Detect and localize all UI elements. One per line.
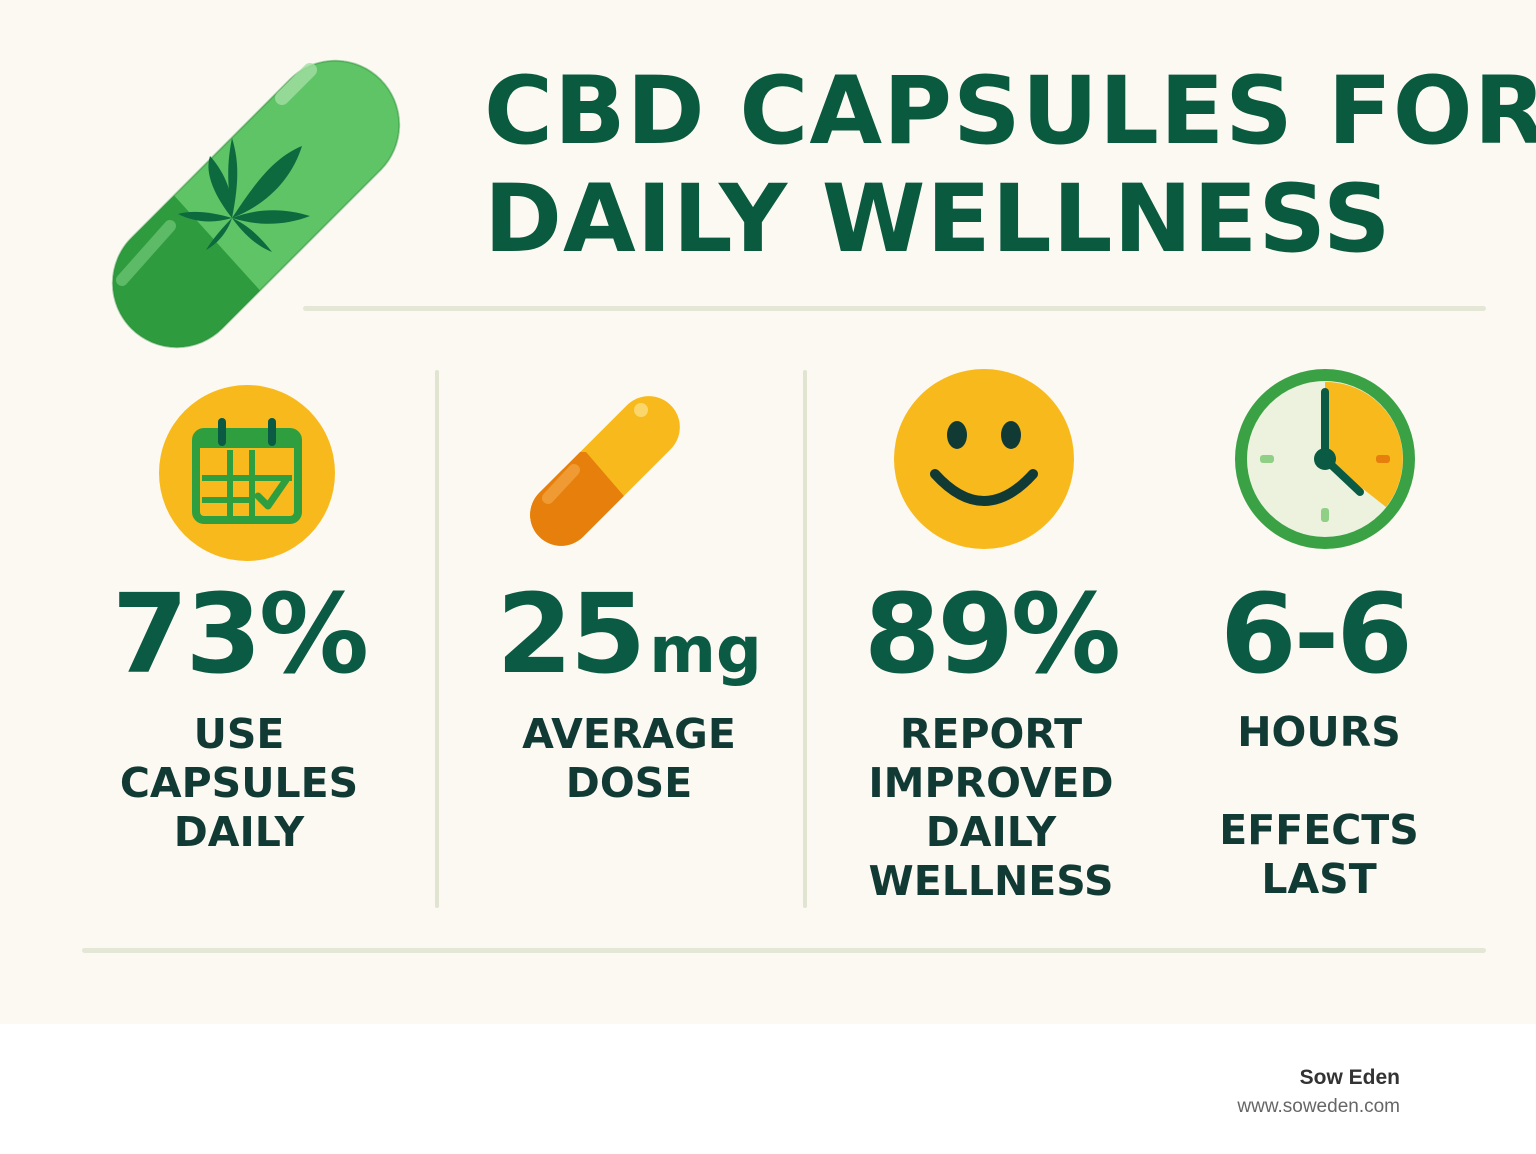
stat-label-3: REPORT IMPROVED DAILY WELLNESS: [868, 710, 1114, 905]
column-divider-1: [435, 370, 439, 908]
infographic-panel: CBD CAPSULES FOR DAILY WELLNESS 73% USE …: [0, 0, 1536, 1024]
brand-url[interactable]: www.soweden.com: [1237, 1096, 1400, 1117]
calendar-check-icon: [159, 385, 335, 561]
header-divider: [303, 306, 1486, 311]
clock-icon: [1235, 369, 1415, 549]
title-line-1: CBD CAPSULES FOR: [484, 57, 1536, 166]
title-line-2: DAILY WELLNESS: [484, 165, 1392, 274]
stat-label-2: AVERAGE DOSE: [522, 710, 736, 807]
bottom-divider: [82, 948, 1486, 953]
footer-brand: Sow Eden www.soweden.com: [1237, 1064, 1400, 1122]
brand-name: Sow Eden: [1299, 1066, 1400, 1089]
column-divider-2: [803, 370, 807, 908]
smiley-face-icon: [894, 369, 1074, 549]
stat-value-2: 25mg: [496, 570, 762, 698]
stat-label-4: HOURS EFFECTS LAST: [1219, 708, 1419, 903]
capsule-icon: [517, 383, 693, 559]
cbd-capsule-leaf-icon: [86, 40, 420, 374]
page-title: CBD CAPSULES FOR DAILY WELLNESS: [484, 57, 1536, 274]
stat-label-1: USE CAPSULES DAILY: [119, 710, 359, 856]
stat-value-4: 6-6: [1220, 570, 1413, 698]
stat-unit-2: mg: [649, 614, 762, 688]
stat-value-1: 73%: [111, 570, 369, 698]
stat-value-3: 89%: [863, 570, 1121, 698]
